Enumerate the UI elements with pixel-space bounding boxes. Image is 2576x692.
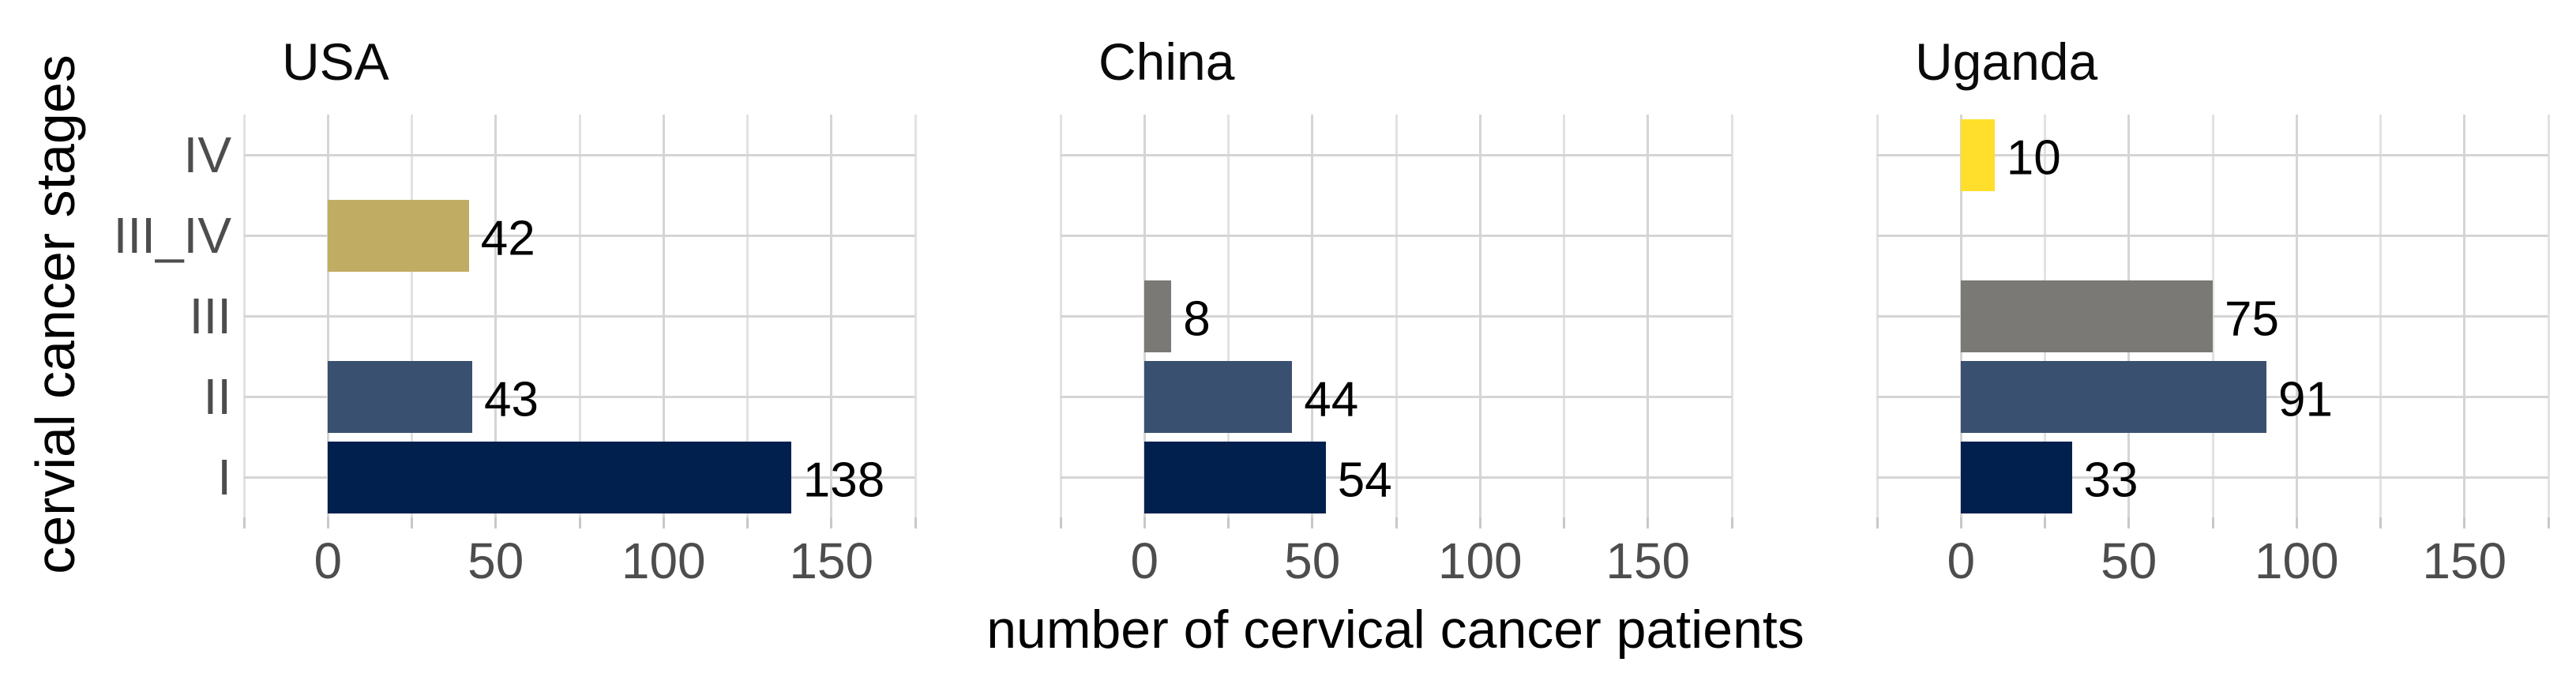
bar-China-I — [1144, 441, 1326, 513]
x-tickmark-100 — [2295, 517, 2298, 528]
bar-value-USA-II: 43 — [484, 372, 539, 427]
bar-Uganda-IV — [1961, 118, 1995, 191]
x-tickmark-0 — [1143, 517, 1146, 528]
gridline-y-III_IV — [244, 234, 915, 237]
x-tick-label-USA-0: 0 — [314, 532, 343, 589]
bar-value-China-I: 54 — [1337, 453, 1392, 508]
x-tickmark-0 — [326, 517, 329, 528]
gridline-y-I — [1061, 476, 1732, 479]
x-tickmark-75 — [2211, 517, 2214, 528]
x-tickmark-50 — [1311, 517, 1314, 528]
gridline-y-III — [1061, 314, 1732, 318]
gridline-y-III — [1877, 314, 2548, 318]
x-tickmark--25 — [242, 517, 246, 528]
x-tickmark-75 — [578, 517, 581, 528]
facet-title-China: China — [1098, 32, 1235, 91]
gridline-y-III_IV — [1061, 234, 1732, 237]
x-tickmark--25 — [1059, 517, 1062, 528]
bar-value-Uganda-II: 91 — [2278, 372, 2333, 427]
x-tickmark-100 — [662, 517, 665, 528]
x-tick-label-Uganda-50: 50 — [2101, 532, 2157, 589]
gridline-y-IV — [244, 153, 915, 156]
bar-Uganda-II — [1961, 360, 2266, 433]
x-tickmark-150 — [830, 517, 833, 528]
x-tickmark-125 — [746, 517, 749, 528]
x-tick-label-China-50: 50 — [1284, 532, 1341, 589]
x-tickmark-25 — [411, 517, 413, 528]
bar-China-II — [1144, 360, 1293, 433]
x-tickmark-125 — [2379, 517, 2382, 528]
facet-title-USA: USA — [282, 32, 389, 91]
x-tickmark-175 — [914, 517, 917, 528]
bar-China-III — [1144, 280, 1172, 352]
bar-value-China-III: 8 — [1183, 291, 1211, 347]
panel-USA: 42 43 138 0 50 100 150 USA — [242, 32, 917, 589]
gridline-y-III_IV — [1877, 234, 2548, 237]
gridline-minor-x-175 — [2547, 115, 2550, 517]
x-tickmark-25 — [2044, 517, 2046, 528]
x-tick-label-China-100: 100 — [1437, 532, 1523, 589]
gridline-y-IV — [1877, 153, 2548, 156]
gridline-y-II — [244, 395, 915, 398]
bar-USA-II — [328, 360, 472, 433]
x-tick-label-USA-100: 100 — [621, 532, 706, 589]
x-tickmark-50 — [2127, 517, 2131, 528]
gridline-y-IV — [1061, 153, 1732, 156]
bar-value-Uganda-I: 33 — [2083, 453, 2139, 508]
x-tickmark-175 — [2547, 517, 2550, 528]
gridline-y-I — [1877, 476, 2548, 479]
x-tickmark-175 — [1730, 517, 1733, 528]
x-axis-title: number of cervical cancer patients — [986, 600, 1804, 660]
bar-Uganda-III — [1961, 280, 2213, 352]
bar-value-China-II: 44 — [1304, 372, 1359, 427]
x-tick-label-Uganda-150: 150 — [2422, 532, 2507, 589]
x-tick-label-China-150: 150 — [1605, 532, 1691, 589]
bar-value-Uganda-IV: 10 — [2006, 130, 2061, 186]
bar-USA-I — [328, 441, 791, 513]
x-tickmark--25 — [1876, 517, 1879, 528]
x-tickmark-150 — [2463, 517, 2466, 528]
panel-China: 8 44 54 0 50 100 150 China — [1059, 32, 1733, 589]
x-tick-label-USA-150: 150 — [789, 532, 874, 589]
y-tick-label-I: I — [217, 449, 231, 506]
y-tick-label-III: III — [189, 288, 231, 344]
x-tick-label-Uganda-0: 0 — [1947, 532, 1976, 589]
x-tickmark-50 — [494, 517, 498, 528]
y-tick-label-III_IV: III_IV — [113, 207, 231, 264]
gridline-y-III — [244, 314, 915, 318]
panel-Uganda: 10 75 91 33 0 50 100 150 Uganda — [1876, 32, 2550, 589]
x-tickmark-75 — [1395, 517, 1398, 528]
x-tickmark-25 — [1227, 517, 1230, 528]
x-tick-label-Uganda-100: 100 — [2254, 532, 2339, 589]
y-tick-label-IV: IV — [183, 126, 231, 183]
bar-value-USA-III_IV: 42 — [480, 211, 535, 266]
bar-value-Uganda-III: 75 — [2225, 291, 2279, 347]
x-tickmark-150 — [1647, 517, 1650, 528]
x-tickmark-125 — [1563, 517, 1565, 528]
x-tick-label-China-0: 0 — [1130, 532, 1159, 589]
bar-value-USA-I: 138 — [802, 453, 885, 508]
x-tick-label-USA-50: 50 — [468, 532, 524, 589]
gridline-minor-x-175 — [914, 115, 917, 517]
facet-title-Uganda: Uganda — [1915, 32, 2098, 91]
x-tickmark-100 — [1478, 517, 1481, 528]
x-tickmark-0 — [1959, 517, 1962, 528]
bar-USA-III_IV — [328, 199, 469, 272]
y-tick-label-II: II — [203, 368, 231, 425]
gridline-y-II — [1061, 395, 1732, 398]
bar-Uganda-I — [1961, 441, 2072, 513]
gridline-minor-x-175 — [1730, 115, 1733, 517]
